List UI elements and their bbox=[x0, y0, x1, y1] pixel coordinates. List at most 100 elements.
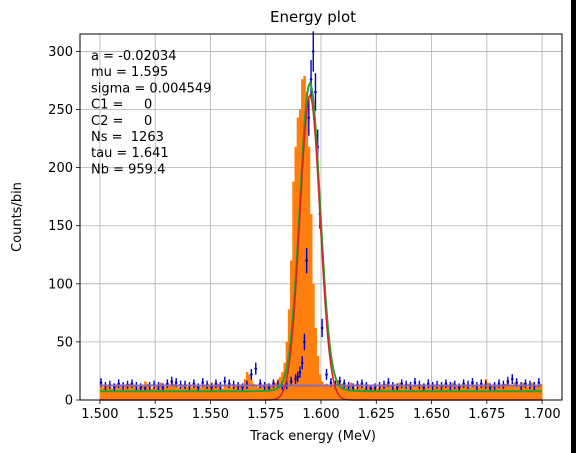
histogram-bar bbox=[259, 384, 262, 400]
data-point bbox=[488, 385, 492, 389]
histogram-bar bbox=[115, 384, 118, 400]
histogram-bar bbox=[374, 386, 377, 400]
histogram-bar bbox=[309, 214, 313, 400]
histogram-bar bbox=[314, 327, 317, 400]
histogram-bar bbox=[230, 387, 233, 400]
data-point bbox=[413, 381, 417, 384]
data-point bbox=[117, 382, 120, 386]
data-point bbox=[387, 381, 390, 384]
histogram-bar bbox=[161, 386, 165, 400]
histogram-bar bbox=[500, 386, 503, 400]
histogram-bar bbox=[267, 384, 271, 400]
histogram-bar bbox=[338, 386, 342, 400]
histogram-bar bbox=[124, 386, 127, 400]
histogram-bar bbox=[524, 384, 527, 400]
y-tick-label: 300 bbox=[48, 45, 73, 60]
data-point bbox=[289, 380, 293, 383]
histogram-bar bbox=[110, 388, 114, 400]
histogram-bar bbox=[418, 384, 421, 400]
histogram-bar bbox=[183, 384, 187, 400]
histogram-bar bbox=[477, 387, 481, 400]
x-tick-label: 1.500 bbox=[81, 407, 118, 422]
histogram-bar bbox=[369, 384, 373, 400]
histogram-bar bbox=[391, 386, 395, 400]
histogram-bar bbox=[416, 386, 419, 400]
x-tick-label: 1.550 bbox=[192, 407, 229, 422]
histogram-bar bbox=[340, 383, 344, 400]
histogram-bar bbox=[152, 387, 156, 400]
data-point bbox=[294, 377, 297, 381]
data-point bbox=[426, 382, 430, 386]
fit-parameter-text: sigma = 0.004549 bbox=[91, 81, 211, 96]
histogram-bar bbox=[261, 386, 264, 400]
fit-parameter-text: C2 = 0 bbox=[91, 114, 152, 129]
histogram-bar bbox=[186, 387, 189, 400]
data-point bbox=[254, 367, 258, 370]
histogram-bar bbox=[351, 384, 355, 400]
data-point bbox=[444, 382, 448, 386]
histogram-bar bbox=[424, 387, 428, 400]
histogram-bar bbox=[464, 384, 468, 400]
histogram-bar bbox=[502, 384, 505, 400]
data-point bbox=[471, 381, 474, 384]
y-axis-ticks: 0 50 100 150 200 250 300 bbox=[48, 45, 80, 409]
histogram-bar bbox=[420, 386, 424, 400]
histogram-bar bbox=[219, 387, 222, 400]
histogram-bar bbox=[378, 384, 382, 400]
histogram-bar bbox=[223, 386, 227, 400]
fit-parameter-text: a = -0.02034 bbox=[91, 49, 177, 64]
histogram-bar bbox=[343, 387, 346, 400]
data-point bbox=[201, 381, 205, 384]
histogram-bar bbox=[329, 382, 333, 400]
histogram-bar bbox=[192, 384, 196, 400]
histogram-bar bbox=[150, 388, 154, 400]
data-point bbox=[510, 377, 514, 381]
data-point bbox=[130, 382, 134, 386]
histogram-bar bbox=[447, 386, 450, 400]
histogram-bar bbox=[358, 386, 362, 400]
data-point bbox=[192, 382, 196, 386]
data-point bbox=[166, 382, 169, 386]
histogram-bar bbox=[234, 384, 238, 400]
data-point bbox=[298, 370, 302, 374]
data-point bbox=[457, 385, 461, 389]
data-point bbox=[210, 385, 213, 389]
histogram-bar bbox=[435, 388, 439, 400]
histogram-bar bbox=[327, 384, 331, 400]
histogram-bar bbox=[363, 387, 366, 400]
chart-title: Energy plot bbox=[270, 8, 356, 26]
fit-parameter-text: mu = 1.595 bbox=[91, 65, 168, 80]
histogram-bar bbox=[181, 386, 185, 400]
data-point bbox=[320, 326, 324, 330]
data-point bbox=[143, 387, 147, 390]
fit-parameter-text: tau = 1.641 bbox=[91, 146, 169, 161]
x-tick-label: 1.625 bbox=[358, 407, 395, 422]
data-point bbox=[395, 385, 399, 389]
histogram-bar bbox=[199, 387, 202, 400]
histogram-bar bbox=[325, 383, 328, 400]
x-tick-label: 1.700 bbox=[523, 407, 560, 422]
histogram-bar bbox=[387, 386, 390, 400]
data-point bbox=[311, 50, 315, 53]
histogram-bar bbox=[506, 380, 510, 400]
histogram-bar bbox=[212, 384, 216, 400]
histogram-bar bbox=[102, 387, 105, 400]
histogram-bar bbox=[126, 384, 129, 400]
histogram-bar bbox=[511, 386, 514, 400]
histogram-bar bbox=[130, 387, 134, 400]
histogram-bar bbox=[248, 374, 251, 400]
histogram-bar bbox=[409, 386, 413, 400]
histogram-bar bbox=[413, 387, 417, 400]
data-point bbox=[296, 375, 300, 379]
histogram-bar bbox=[135, 388, 138, 400]
histogram-bar bbox=[265, 383, 269, 400]
histogram-bar bbox=[438, 384, 441, 400]
data-point bbox=[250, 373, 253, 376]
histogram-bar bbox=[382, 387, 386, 400]
y-axis-label: Counts/bin bbox=[10, 182, 25, 252]
histogram-bar bbox=[429, 384, 432, 400]
fit-parameter-text: C1 = 0 bbox=[91, 98, 152, 113]
histogram-bar bbox=[535, 384, 539, 400]
